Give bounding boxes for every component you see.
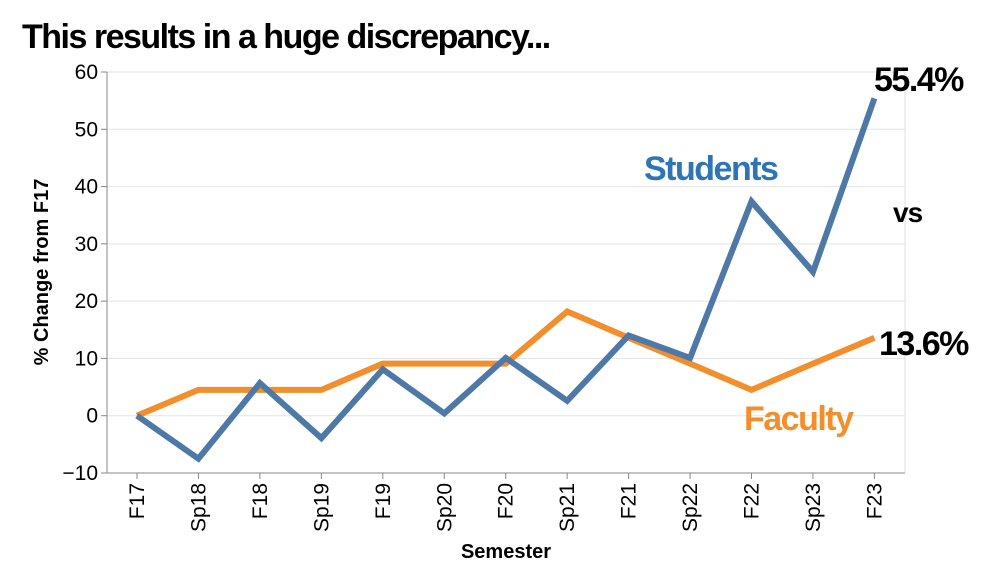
students-end-value: 55.4% xyxy=(874,61,964,99)
series-line-students xyxy=(135,97,878,463)
y-axis-title: % Change from F17 xyxy=(31,179,53,366)
x-tick-label: Sp21 xyxy=(556,483,579,532)
y-tick-label: 10 xyxy=(75,347,98,370)
y-tick-label: 60 xyxy=(75,61,98,84)
x-tick-label: F22 xyxy=(741,483,764,519)
x-tick-label: Sp22 xyxy=(679,483,702,532)
x-tick-label: Sp20 xyxy=(433,483,456,532)
faculty-label: Faculty xyxy=(744,400,854,438)
y-tick-label: 50 xyxy=(75,118,98,141)
faculty-end-value: 13.6% xyxy=(879,325,969,363)
x-tick-label: F23 xyxy=(863,483,886,519)
slide-headline: This results in a huge discrepancy... xyxy=(22,18,550,56)
series-line-faculty xyxy=(135,308,876,419)
x-axis-title: Semester xyxy=(461,541,551,563)
y-tick-label: 40 xyxy=(75,176,98,199)
x-tick-label: Sp18 xyxy=(187,483,210,532)
series-lines xyxy=(135,97,878,463)
x-tick-labels: F17 Sp18 F18 Sp19 F19 Sp20 F20 Sp21 F21 Sp22 F22 Sp… xyxy=(126,473,886,532)
vs-label: vs xyxy=(893,197,923,228)
x-tick-label: F20 xyxy=(495,483,518,519)
x-tick-label: F21 xyxy=(618,483,641,519)
y-tick-label: 0 xyxy=(86,405,98,428)
y-tick-label: 20 xyxy=(75,290,98,313)
x-tick-label: Sp23 xyxy=(802,483,825,532)
students-label: Students xyxy=(644,150,778,188)
y-tick-label: 30 xyxy=(75,233,98,256)
x-tick-label: Sp19 xyxy=(310,483,333,532)
y-tick-label: −10 xyxy=(62,462,98,485)
x-tick-label: F18 xyxy=(249,483,272,519)
x-tick-label: F17 xyxy=(126,483,149,519)
x-tick-label: F19 xyxy=(372,483,395,519)
y-tick-labels: 60 50 40 30 20 10 0 −10 xyxy=(62,61,107,485)
